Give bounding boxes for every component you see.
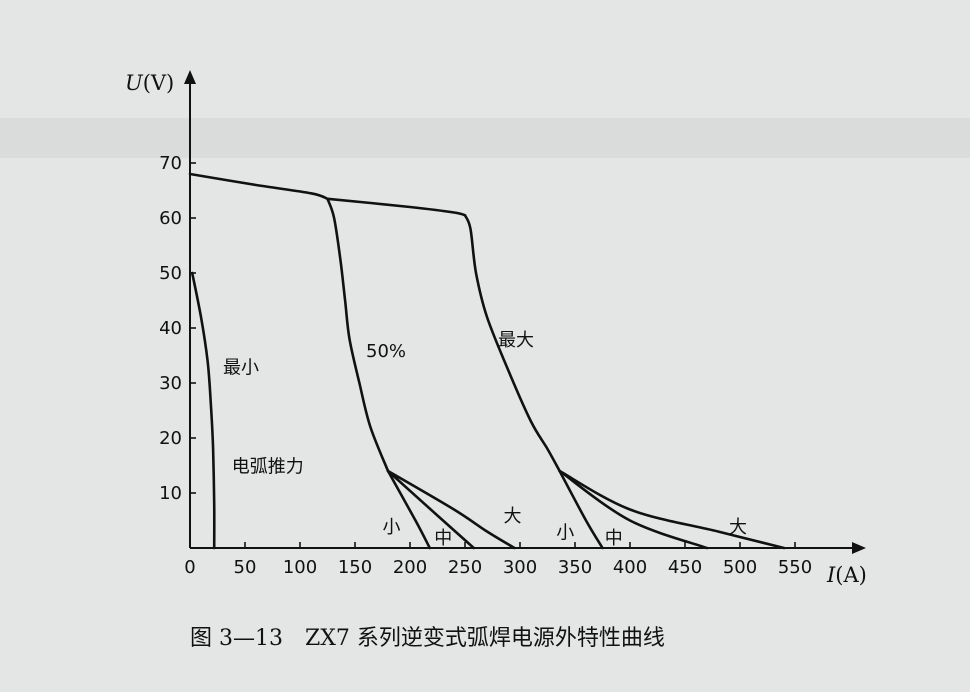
series-line-8 <box>558 469 604 550</box>
x-axis-label-symbol: I <box>826 563 836 587</box>
series-line-6 <box>326 197 467 217</box>
y-tick-label: 60 <box>159 208 182 229</box>
series-line-1 <box>188 172 329 201</box>
y-tick-label: 30 <box>159 373 182 394</box>
x-axis-label-unit: (A) <box>835 563 867 587</box>
axis-ticks: 0 50 100 150 200 250 300 350 400 450 500 550 10 20 30 4… <box>159 153 812 578</box>
curve-annotation: 电弧推力 <box>232 457 304 478</box>
series-line-7 <box>463 214 561 473</box>
series-line-9 <box>558 469 709 550</box>
curve-annotation: 小 <box>383 517 401 538</box>
curve-annotation: 中 <box>605 528 623 549</box>
x-tick-label: 50 <box>234 557 257 578</box>
y-axis-label: U(V) <box>125 71 174 95</box>
y-axis-arrow-icon <box>184 70 196 84</box>
x-tick-label: 550 <box>778 557 812 578</box>
y-tick-label: 10 <box>159 483 182 504</box>
series-line-2 <box>326 197 390 473</box>
x-tick-label: 150 <box>338 557 372 578</box>
curve-annotation: 大 <box>504 506 522 527</box>
curve-annotation: 最小 <box>223 358 259 379</box>
y-axis-label-unit: (V) <box>143 71 175 95</box>
y-tick-label: 70 <box>159 153 182 174</box>
series-line-3 <box>386 469 432 550</box>
chart-caption: 图 3—13 ZX7 系列逆变式弧焊电源外特性曲线 <box>190 626 665 651</box>
series-line-5 <box>386 469 516 550</box>
x-tick-label: 450 <box>668 557 702 578</box>
curve-annotation: 最大 <box>498 330 534 351</box>
x-tick-label: 100 <box>283 557 317 578</box>
curve-annotation: 小 <box>556 523 574 544</box>
characteristic-curves <box>188 172 786 550</box>
y-tick-label: 20 <box>159 428 182 449</box>
y-tick-label: 40 <box>159 318 182 339</box>
y-axis-label-symbol: U <box>125 71 144 95</box>
x-tick-label: 500 <box>723 557 757 578</box>
x-tick-label: 400 <box>613 557 647 578</box>
y-tick-label: 50 <box>159 263 182 284</box>
curve-annotation: 50% <box>366 341 406 362</box>
x-tick-label: 200 <box>393 557 427 578</box>
x-tick-label: 300 <box>503 557 537 578</box>
page-shadow-band <box>0 118 970 158</box>
curve-annotation: 大 <box>729 517 747 538</box>
curve-annotation: 中 <box>434 528 452 549</box>
series-line-0 <box>190 271 216 550</box>
x-tick-label: 250 <box>448 557 482 578</box>
x-axis-arrow-icon <box>852 542 866 554</box>
series-line-4 <box>386 469 476 550</box>
x-axis-label: I(A) <box>826 563 867 587</box>
series-line-10 <box>558 469 786 550</box>
x-tick-label: 0 <box>184 557 195 578</box>
x-tick-label: 350 <box>558 557 592 578</box>
